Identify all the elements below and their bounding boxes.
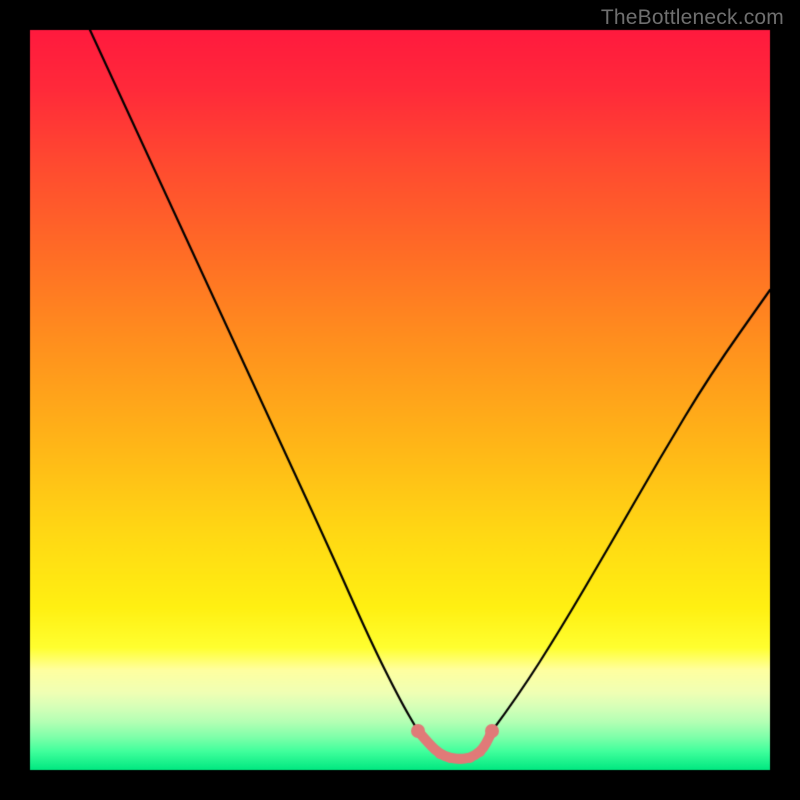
bottleneck-curve-chart — [0, 0, 800, 800]
watermark-text: TheBottleneck.com — [601, 6, 784, 30]
